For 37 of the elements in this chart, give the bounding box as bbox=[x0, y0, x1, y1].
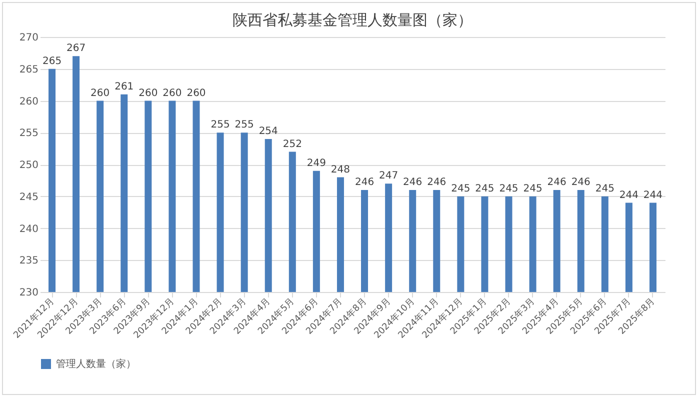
data-label: 245 bbox=[475, 183, 494, 194]
data-label: 260 bbox=[138, 88, 158, 99]
data-label: 246 bbox=[547, 177, 566, 188]
data-label: 260 bbox=[186, 88, 206, 99]
data-label: 245 bbox=[595, 183, 614, 194]
y-tick-label: 230 bbox=[19, 288, 38, 298]
y-tick-label: 255 bbox=[19, 128, 38, 140]
y-tick-label: 240 bbox=[19, 224, 38, 235]
data-label: 252 bbox=[282, 138, 302, 150]
y-tick-label: 265 bbox=[19, 64, 38, 76]
y-tick-label: 250 bbox=[19, 160, 38, 171]
data-label: 245 bbox=[523, 183, 542, 194]
y-tick-label: 245 bbox=[19, 192, 38, 203]
data-label: 247 bbox=[379, 170, 398, 182]
chart-title: 陕西省私募基金管理人数量图（家） bbox=[232, 11, 472, 29]
y-tick-label: 270 bbox=[19, 32, 38, 44]
data-label: 260 bbox=[90, 88, 110, 99]
data-label: 246 bbox=[354, 177, 374, 188]
data-label: 245 bbox=[451, 183, 470, 194]
data-label: 244 bbox=[643, 190, 663, 201]
data-label: 244 bbox=[619, 190, 638, 201]
data-label: 245 bbox=[499, 183, 518, 194]
data-label: 246 bbox=[403, 177, 422, 188]
y-tick-label: 235 bbox=[19, 256, 38, 267]
data-label: 267 bbox=[66, 43, 86, 54]
data-label: 255 bbox=[210, 120, 230, 131]
data-label: 246 bbox=[571, 177, 590, 188]
data-label: 261 bbox=[114, 81, 134, 92]
legend-label: 管理人数量（家） bbox=[56, 358, 136, 370]
data-label: 254 bbox=[258, 126, 278, 137]
data-label: 248 bbox=[330, 164, 350, 176]
y-tick-label: 260 bbox=[19, 96, 38, 108]
data-label: 246 bbox=[427, 177, 446, 188]
data-label: 249 bbox=[306, 158, 326, 169]
data-label: 255 bbox=[234, 120, 254, 131]
data-label: 260 bbox=[162, 88, 182, 99]
data-label: 265 bbox=[42, 56, 62, 67]
